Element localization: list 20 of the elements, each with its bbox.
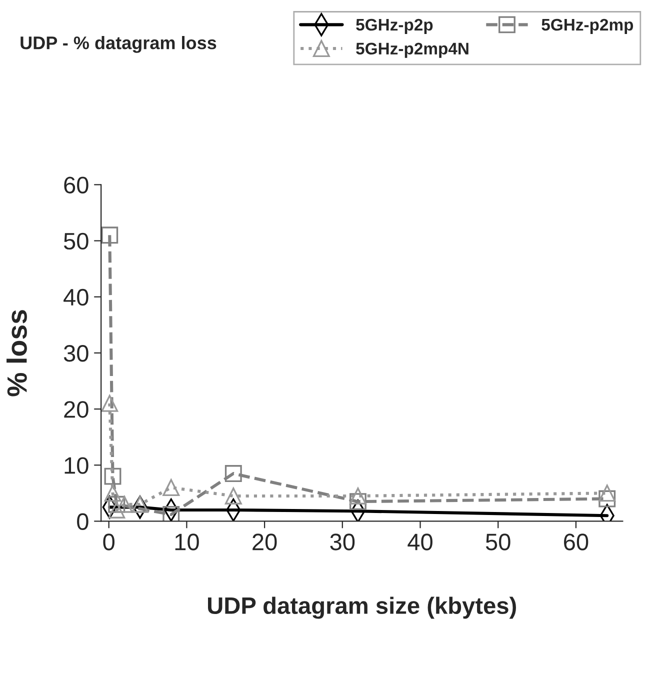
x-tick-label: 60	[564, 534, 588, 550]
y-tick-label: 0	[77, 513, 88, 530]
y-tick-label: 30	[64, 345, 88, 362]
x-tick-label: 50	[486, 534, 510, 550]
x-tick-label: 40	[408, 534, 432, 550]
y-tick-label: 10	[64, 457, 88, 474]
y-tick-label: 50	[64, 232, 88, 250]
legend-label: 5GHz-p2mp	[542, 18, 634, 34]
y-tick-label: 60	[64, 176, 88, 194]
legend-label: 5GHz-p2p	[356, 18, 433, 34]
y-tick-label: 20	[64, 401, 88, 418]
legend-label: 5GHz-p2mp4N	[356, 42, 468, 58]
chart-title: UDP - % datagram loss	[20, 36, 216, 53]
x-axis-title: UDP datagram size (kbytes)	[208, 596, 516, 619]
x-tick-label: 0	[103, 534, 114, 550]
x-tick-label: 30	[330, 534, 355, 550]
x-tick-label: 10	[175, 534, 199, 550]
y-axis-title: % loss	[6, 310, 27, 396]
x-tick-label: 20	[252, 534, 277, 550]
y-tick-label: 40	[64, 288, 88, 306]
